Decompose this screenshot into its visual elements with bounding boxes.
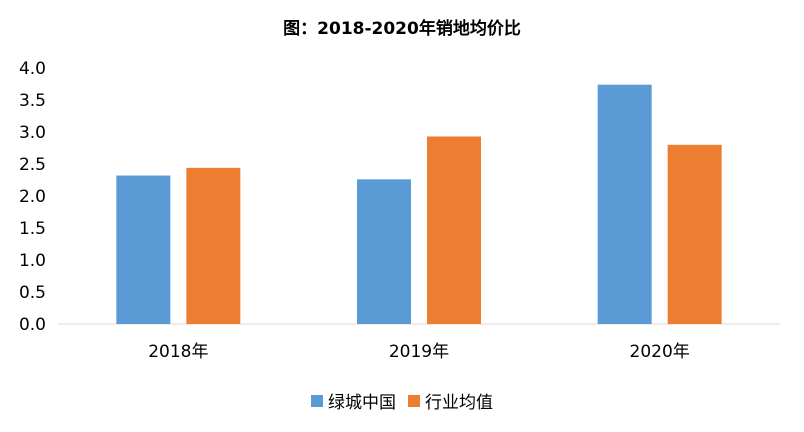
- bar-series-2-cat-2[interactable]: [427, 136, 481, 324]
- y-tick-label: 4.0: [19, 59, 46, 79]
- y-tick-label: 3.0: [19, 123, 46, 143]
- y-tick-label: 2.5: [19, 155, 46, 175]
- legend-label-series-2: 行业均值: [425, 393, 493, 413]
- y-axis: 0.0 0.5 1.0 1.5 2.0 2.5 3.0 3.5 4.0: [19, 59, 46, 335]
- x-axis: 2018年 2019年 2020年: [148, 342, 690, 362]
- bar-series-2-cat-1[interactable]: [186, 167, 241, 324]
- bar-series-2-cat-3[interactable]: [667, 144, 722, 324]
- y-tick-label: 1.5: [19, 219, 46, 239]
- legend: 绿城中国 行业均值: [0, 388, 804, 413]
- x-tick-label: 2018年: [148, 342, 208, 362]
- bar-series-1-cat-2[interactable]: [357, 179, 411, 324]
- bars-group: [116, 84, 722, 324]
- bar-series-1-cat-3[interactable]: [597, 84, 652, 324]
- legend-swatch-series-2: [408, 394, 420, 407]
- y-tick-label: 0.5: [19, 283, 46, 303]
- legend-item-series-1[interactable]: 绿城中国: [311, 388, 396, 413]
- bar-series-1-cat-1[interactable]: [116, 175, 171, 324]
- legend-item-series-2[interactable]: 行业均值: [408, 388, 493, 413]
- legend-swatch-series-1: [311, 394, 323, 407]
- chart-title: 图：2018-2020年销地均价比: [283, 19, 521, 39]
- y-tick-label: 2.0: [19, 187, 46, 207]
- legend-label-series-1: 绿城中国: [328, 393, 396, 413]
- x-tick-label: 2019年: [389, 342, 449, 362]
- x-tick-label: 2020年: [630, 342, 690, 362]
- y-tick-label: 3.5: [19, 91, 46, 111]
- y-tick-label: 0.0: [19, 315, 46, 335]
- y-tick-label: 1.0: [19, 251, 46, 271]
